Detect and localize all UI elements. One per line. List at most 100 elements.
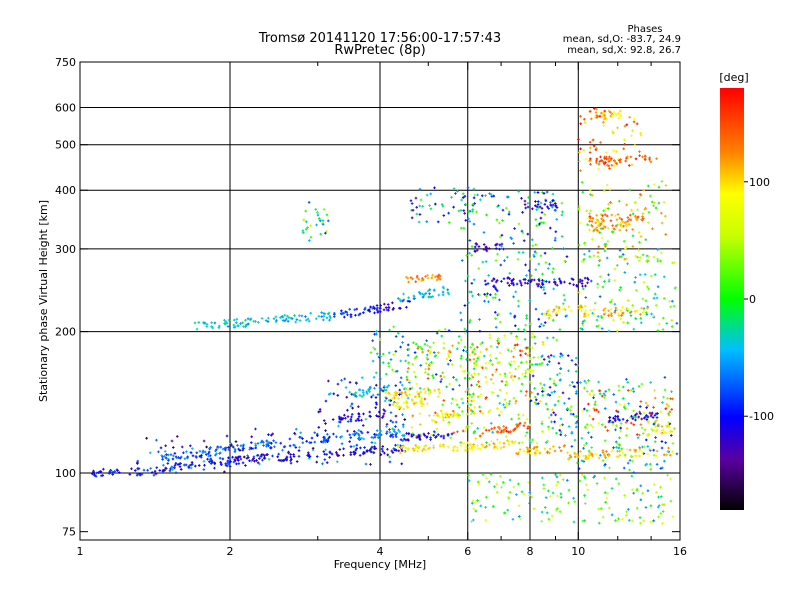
data-point — [667, 404, 671, 408]
data-point — [659, 259, 662, 263]
data-point — [348, 381, 352, 384]
data-point — [600, 314, 603, 318]
data-point — [228, 457, 232, 461]
data-point — [597, 324, 600, 328]
data-point — [432, 351, 436, 354]
data-point — [514, 367, 517, 371]
data-point — [154, 472, 158, 476]
data-point — [566, 407, 569, 410]
data-point — [542, 324, 546, 327]
data-point — [628, 188, 632, 192]
data-point — [498, 243, 502, 247]
data-point — [603, 463, 607, 466]
data-point — [551, 491, 555, 495]
data-point — [172, 466, 176, 469]
data-point — [561, 423, 564, 427]
data-point — [551, 426, 555, 430]
data-point — [309, 235, 313, 239]
data-point — [623, 138, 626, 142]
data-point — [202, 439, 206, 443]
data-point — [659, 512, 663, 515]
data-point — [654, 436, 657, 439]
data-point — [554, 230, 558, 234]
data-point — [566, 354, 570, 357]
data-point — [632, 416, 635, 419]
data-point — [420, 347, 424, 351]
data-point — [548, 385, 552, 389]
data-point — [148, 451, 152, 455]
data-point — [664, 184, 668, 187]
data-point — [585, 209, 589, 213]
data-point — [495, 368, 498, 371]
data-point — [465, 350, 468, 353]
data-point — [468, 320, 471, 324]
data-point — [529, 371, 532, 374]
data-point — [479, 365, 483, 369]
data-point — [652, 183, 656, 186]
data-point — [669, 477, 672, 481]
data-point — [471, 410, 474, 413]
data-point — [472, 431, 476, 435]
data-point — [581, 328, 584, 331]
data-point — [671, 397, 674, 401]
x-axis-label: Frequency [MHz] — [334, 558, 426, 571]
data-point — [424, 362, 428, 365]
data-point — [231, 445, 235, 449]
data-point — [498, 414, 501, 417]
data-point — [615, 441, 619, 445]
data-point — [166, 462, 170, 465]
data-point — [421, 205, 424, 208]
data-point — [626, 461, 630, 465]
data-point — [517, 364, 521, 368]
data-point — [597, 422, 601, 425]
data-point — [528, 322, 532, 326]
data-point — [197, 464, 201, 467]
data-point — [589, 279, 593, 283]
data-point — [476, 427, 479, 430]
data-point — [450, 402, 453, 405]
data-point — [433, 186, 436, 190]
data-point — [213, 466, 216, 470]
data-point — [320, 221, 324, 225]
data-point — [530, 495, 534, 499]
data-point — [638, 196, 641, 199]
data-point — [441, 204, 445, 208]
data-point — [509, 360, 513, 363]
data-point — [502, 403, 505, 407]
data-point — [571, 412, 575, 416]
data-point — [535, 208, 539, 212]
data-point — [153, 469, 157, 473]
data-point — [649, 462, 652, 466]
data-point — [517, 413, 520, 417]
data-point — [572, 496, 575, 500]
data-point — [525, 360, 528, 364]
data-point — [525, 274, 528, 277]
data-point — [542, 383, 546, 387]
data-point — [364, 417, 368, 421]
data-point — [635, 488, 639, 492]
data-point — [562, 302, 565, 305]
data-point — [567, 501, 570, 505]
data-point — [639, 193, 643, 197]
data-point — [504, 206, 508, 210]
data-point — [437, 329, 441, 332]
data-point — [638, 256, 642, 259]
data-point — [588, 255, 592, 259]
data-point — [189, 466, 193, 470]
data-point — [538, 400, 542, 403]
data-point — [466, 402, 470, 406]
data-point — [479, 350, 482, 354]
data-point — [582, 446, 585, 450]
chart-title-line1: Tromsø 20141120 17:56:00-17:57:43 — [258, 31, 501, 46]
data-point — [581, 190, 585, 194]
data-point — [394, 420, 398, 424]
data-point — [449, 436, 453, 440]
data-point — [597, 162, 601, 166]
data-point — [634, 415, 638, 419]
data-point — [544, 496, 548, 499]
data-point — [659, 486, 662, 489]
data-point — [472, 518, 475, 522]
data-point — [514, 399, 518, 403]
data-point — [465, 358, 468, 361]
data-point — [590, 435, 593, 439]
